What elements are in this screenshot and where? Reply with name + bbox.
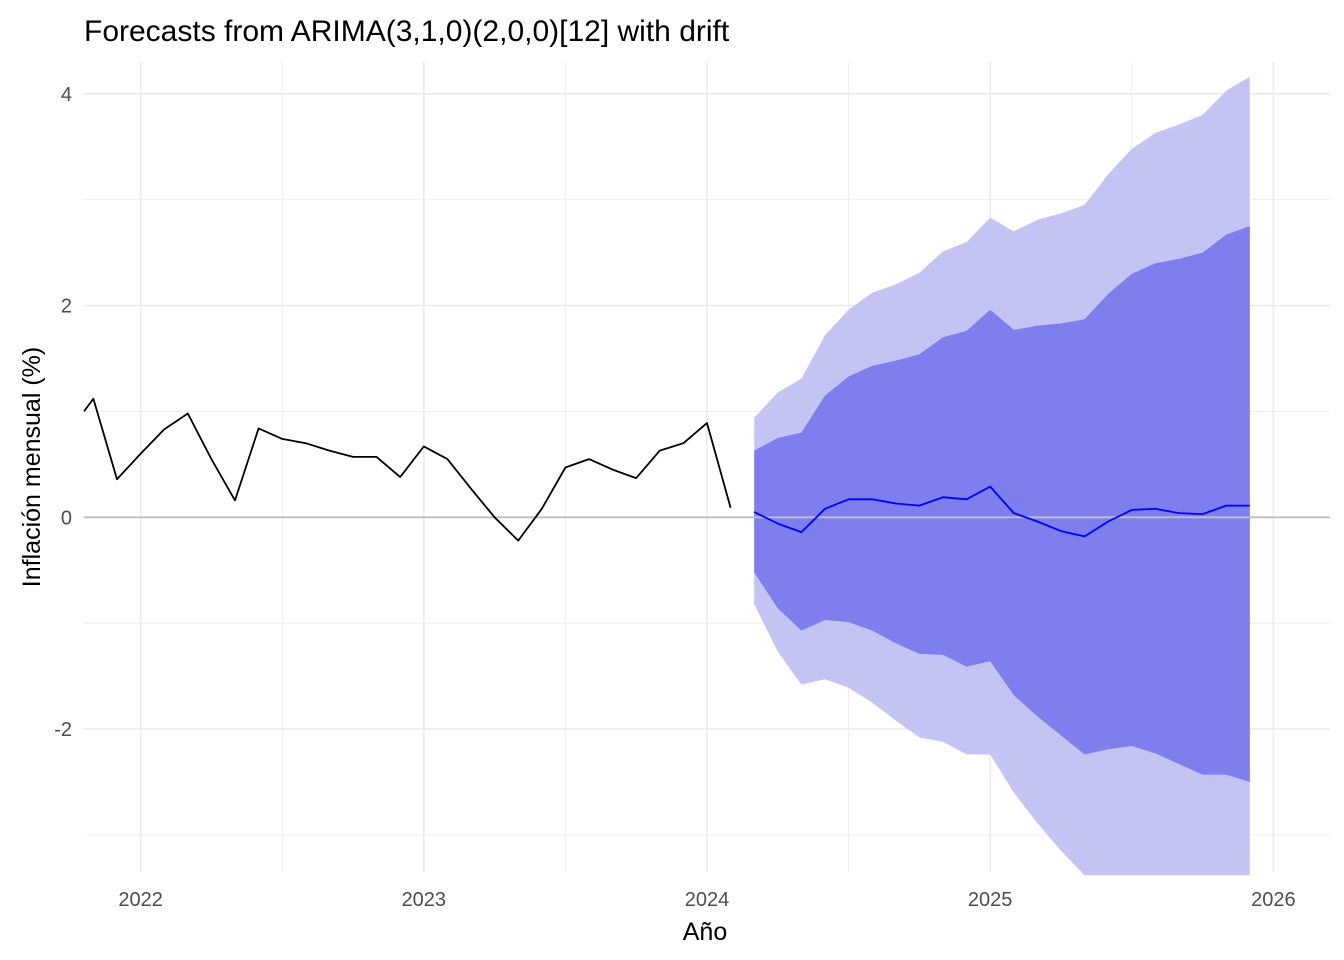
x-tick-label: 2023 <box>402 889 447 911</box>
x-tick-label: 2025 <box>968 889 1013 911</box>
chart-title: Forecasts from ARIMA(3,1,0)(2,0,0)[12] w… <box>84 15 730 48</box>
x-tick-label: 2024 <box>685 889 730 911</box>
x-tick-label: 2026 <box>1251 889 1296 911</box>
y-tick-label: 0 <box>61 507 72 529</box>
y-tick-label: 2 <box>61 296 72 318</box>
forecast-mean-line <box>753 485 1250 538</box>
observed-line <box>83 397 732 542</box>
y-axis-title: Inflación mensual (%) <box>18 347 46 587</box>
series-lines <box>83 397 1250 542</box>
y-tick-label: 4 <box>61 84 72 106</box>
forecast-bands <box>754 76 1250 876</box>
tick-labels: 2022 2023 2024 2025 2026 -2 0 2 4 <box>54 84 1295 911</box>
x-axis-title: Año <box>683 918 727 946</box>
band-80 <box>754 226 1250 783</box>
x-tick-label: 2022 <box>118 889 163 911</box>
y-tick-label: -2 <box>54 719 72 741</box>
